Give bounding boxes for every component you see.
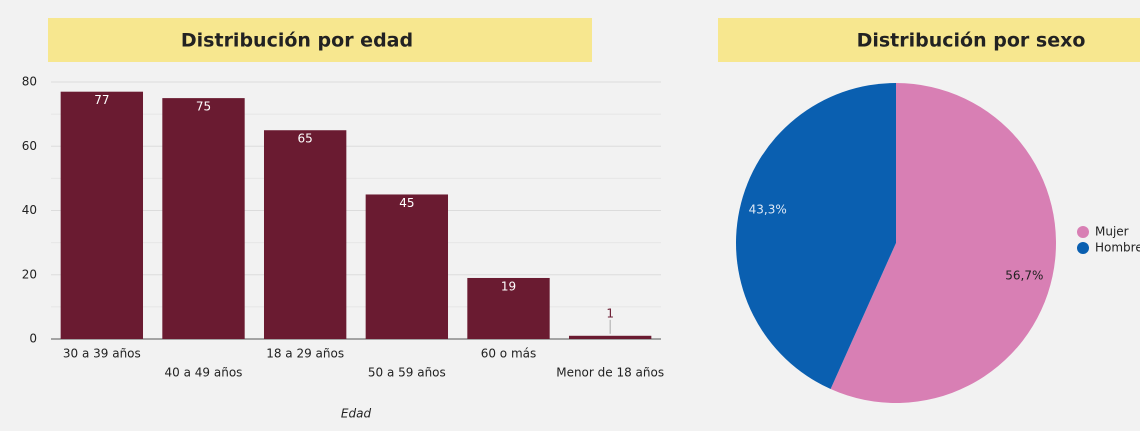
- legend-swatch: [1077, 242, 1089, 254]
- legend-swatch: [1077, 226, 1089, 238]
- legend-label: Hombre: [1095, 241, 1140, 255]
- data-label: 43,3%: [749, 202, 787, 216]
- x-tick-label: 60 o más: [481, 347, 537, 361]
- y-tick-label: 0: [29, 332, 37, 346]
- pie-slice: [830, 83, 1057, 403]
- y-tick-label: 60: [22, 139, 37, 153]
- chart-title: Distribución por edad: [181, 30, 413, 52]
- y-tick-label: 80: [22, 75, 37, 89]
- data-label: 45: [399, 196, 414, 210]
- data-label: 56,7%: [1005, 269, 1043, 283]
- y-tick-label: 20: [22, 267, 37, 281]
- legend-label: Mujer: [1095, 225, 1129, 239]
- pie-slice: [736, 83, 896, 390]
- bar: [568, 335, 652, 339]
- bar: [60, 91, 144, 339]
- data-label: 65: [298, 132, 313, 146]
- bar: [263, 130, 347, 339]
- x-tick-label: 40 a 49 años: [165, 366, 243, 380]
- data-label: 75: [196, 100, 211, 114]
- y-tick-label: 40: [22, 203, 37, 217]
- title-banner: [718, 18, 1140, 62]
- x-tick-label: 30 a 39 años: [63, 347, 141, 361]
- bar: [365, 194, 449, 339]
- x-tick-label: Menor de 18 años: [556, 366, 664, 380]
- data-label: 77: [94, 93, 109, 107]
- chart-title: Distribución por sexo: [857, 30, 1086, 52]
- title-banner: [48, 18, 592, 62]
- x-tick-label: 50 a 59 años: [368, 366, 446, 380]
- data-label: 19: [501, 279, 516, 293]
- data-label: 1: [606, 306, 614, 320]
- x-tick-label: 18 a 29 años: [266, 347, 344, 361]
- x-axis-label: Edad: [341, 407, 372, 421]
- bar: [467, 277, 550, 339]
- bar: [162, 98, 245, 339]
